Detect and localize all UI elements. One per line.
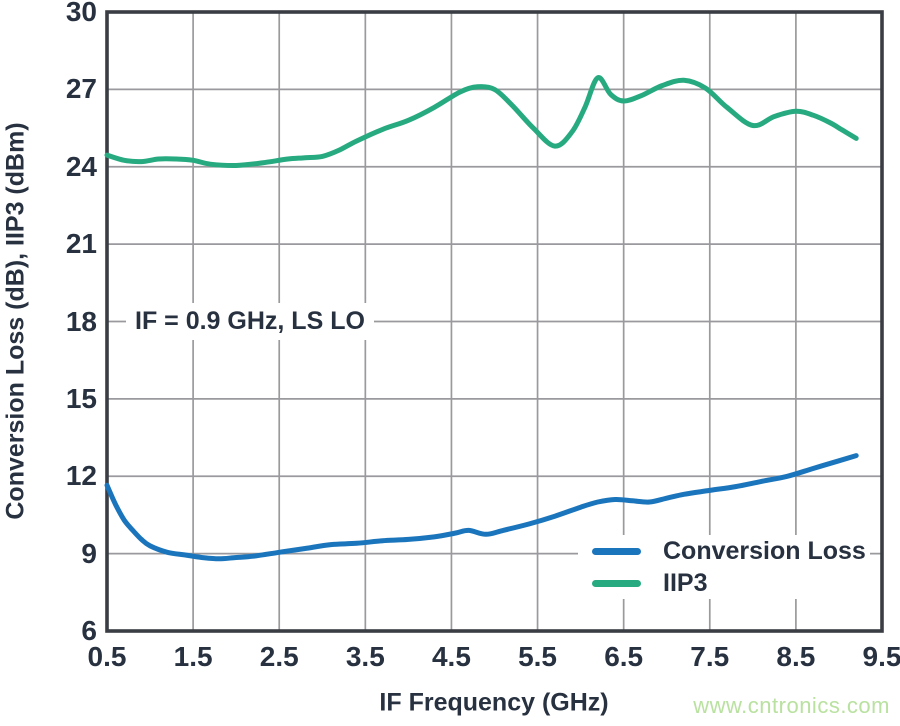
legend-label-conversion-loss: Conversion Loss	[663, 536, 866, 565]
x-tick-label: 1.5	[173, 641, 213, 672]
series-line-conversion-loss	[104, 453, 859, 562]
x-tick-label: 6.5	[604, 641, 644, 672]
y-tick-label: 30	[65, 0, 97, 27]
y-tick-label: 24	[65, 150, 97, 182]
y-tick-label: 27	[65, 73, 97, 105]
x-axis-title: IF Frequency (GHz)	[379, 688, 609, 717]
y-tick-label: 9	[81, 537, 97, 569]
x-tick-label: 3.5	[345, 641, 385, 672]
legend-label-iip3: IIP3	[663, 568, 708, 597]
x-tick-label: 8.5	[776, 641, 816, 672]
series-line-iip3	[104, 75, 859, 169]
y-tick-label: 18	[65, 305, 97, 337]
x-tick-label: 4.5	[431, 641, 471, 672]
y-tick-label: 21	[65, 228, 97, 260]
iip3-line-swatch	[592, 579, 641, 587]
x-tick-label: 9.5	[862, 641, 900, 672]
y-tick-label: 15	[65, 382, 97, 414]
y-tick-label: 12	[65, 460, 97, 492]
condition-annotation: IF = 0.9 GHz, LS LO	[126, 303, 374, 340]
legend: Conversion Loss IIP3	[578, 535, 870, 599]
x-tick-label: 7.5	[690, 641, 730, 672]
x-tick-label: 2.5	[259, 641, 299, 672]
legend-item-conversion-loss: Conversion Loss	[578, 536, 870, 566]
legend-item-iip3: IIP3	[578, 568, 870, 598]
x-tick-label: 5.5	[518, 641, 558, 672]
x-tick-label: 0.5	[87, 641, 127, 672]
y-tick-label: 6	[81, 615, 97, 646]
conversion-loss-line-swatch	[592, 547, 641, 555]
y-axis-title: Conversion Loss (dB), IIP3 (dBm)	[1, 122, 30, 520]
watermark: www.cntronics.com	[693, 693, 890, 718]
plot-border	[105, 10, 884, 633]
